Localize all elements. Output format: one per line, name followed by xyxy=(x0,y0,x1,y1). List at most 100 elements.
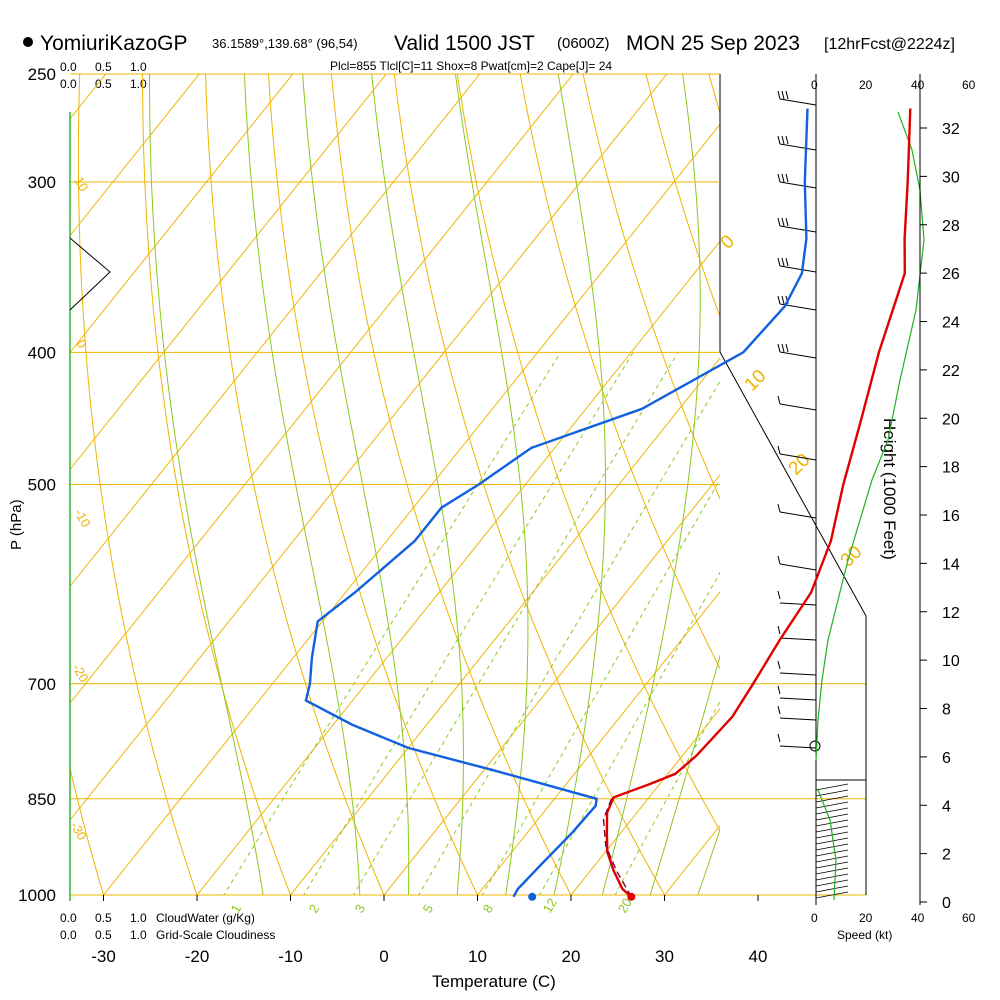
speed-tick-top-1: 20 xyxy=(859,78,873,92)
low-wind-barb xyxy=(815,879,849,887)
mixing-ratio-line-1 xyxy=(223,352,562,895)
valid-time: Valid 1500 JST xyxy=(394,32,535,55)
low-wind-barb xyxy=(815,891,849,899)
wind-barb-10 xyxy=(779,563,817,571)
mixing-ratio-label-12: 12 xyxy=(540,895,560,915)
isotherm-50 xyxy=(852,74,1000,895)
p-tick-label-500: 500 xyxy=(28,476,56,495)
height-tick-label-4: 4 xyxy=(942,798,951,815)
isotherm--90 xyxy=(70,74,200,237)
low-wind-barb xyxy=(815,813,849,821)
height-tick-label-30: 30 xyxy=(942,169,960,186)
height-tick-label-12: 12 xyxy=(942,605,960,622)
dewpoint-profile xyxy=(304,108,809,898)
wind-barb-feather-1-0 xyxy=(777,135,781,145)
wind-barb-feather-12-0 xyxy=(777,625,781,635)
height-tick-label-6: 6 xyxy=(942,750,951,767)
station-marker-icon xyxy=(23,37,33,47)
wind-barb-feather-16-0 xyxy=(777,733,781,743)
low-wind-barb xyxy=(815,867,849,875)
mixing-ratio-label-20: 20 xyxy=(615,895,635,915)
cloudwater-tick-top-1: 0.5 xyxy=(95,60,112,74)
dry-adiabat-30 xyxy=(393,74,666,895)
height-tick-label-24: 24 xyxy=(942,315,960,332)
dry-adiabat-label--30: -30 xyxy=(67,819,89,843)
low-wind-barb xyxy=(815,861,849,869)
speed-axis-label: Speed (kt) xyxy=(837,928,892,942)
height-tick-label-14: 14 xyxy=(942,556,960,573)
wind-barb-feather-4-2 xyxy=(785,257,789,267)
speed-tick-bottom-1: 20 xyxy=(859,911,873,925)
height-tick-label-22: 22 xyxy=(942,363,960,380)
wind-region-boundary xyxy=(719,351,867,895)
low-wind-barb xyxy=(815,855,849,863)
mixing-ratio-line-20 xyxy=(614,700,720,895)
dry-adiabat-100 xyxy=(827,50,1000,924)
low-wind-barb xyxy=(815,873,849,881)
temperature-profile xyxy=(605,108,912,898)
moist-adiabat-30 xyxy=(649,654,720,895)
cloudiness-title: Grid-Scale Cloudiness xyxy=(156,928,275,942)
wind-barb-14 xyxy=(779,697,817,701)
mixing-ratio-line-8 xyxy=(481,478,720,895)
cloudiness-tick-top-1: 0.5 xyxy=(95,77,112,91)
wind-barb-8 xyxy=(779,453,817,461)
low-wind-barb xyxy=(815,843,849,851)
moist-adiabat-10 xyxy=(371,74,464,895)
dry-adiabat-50 xyxy=(519,74,720,670)
low-wind-barb xyxy=(815,825,849,833)
height-tick-label-26: 26 xyxy=(942,266,960,283)
isotherm--110 xyxy=(0,74,12,895)
wind-barb-feather-1-1 xyxy=(781,135,785,145)
dry-adiabat--30 xyxy=(70,765,105,895)
x-tick-label-20: 20 xyxy=(562,947,581,966)
dry-adiabat-20 xyxy=(330,74,572,895)
low-wind-barb xyxy=(815,795,849,803)
wind-barb-feather-9-0 xyxy=(777,503,781,513)
low-wind-barb xyxy=(815,807,849,815)
speed-tick-bottom-0: 0 xyxy=(811,911,818,925)
wind-barb-feather-4-1 xyxy=(781,257,785,267)
parcel-path xyxy=(602,798,632,898)
isotherm-10 xyxy=(477,591,720,895)
dry-adiabat-label-0: 0 xyxy=(73,337,90,351)
mixing-ratio-label-3: 3 xyxy=(352,902,369,916)
p-tick-label-700: 700 xyxy=(28,675,56,694)
cloudwater-tick-bottom-0: 0.0 xyxy=(60,911,77,925)
cloudwater-title: CloudWater (g/Kg) xyxy=(156,911,255,925)
surface-dewpoint-marker xyxy=(528,892,537,901)
height-tick-label-8: 8 xyxy=(942,702,951,719)
wind-barb-feather-10-0 xyxy=(777,555,781,565)
wind-barb-feather-0-1 xyxy=(781,90,785,100)
plot-area xyxy=(0,50,1000,924)
y-axis-title: P (hPa) xyxy=(8,499,25,550)
wind-barb-feather-3-2 xyxy=(785,217,789,227)
x-tick-label-0: 0 xyxy=(379,947,388,966)
cloudwater-tick-bottom-1: 0.5 xyxy=(95,911,112,925)
low-wind-barb xyxy=(815,885,849,893)
height-tick-label-32: 32 xyxy=(942,121,960,138)
dry-adiabat--20 xyxy=(77,74,198,895)
height-axis-title: Height (1000 Feet) xyxy=(880,418,899,560)
x-axis-title: Temperature (C) xyxy=(432,972,556,991)
valid-zulu: (0600Z) xyxy=(557,35,610,52)
wind-barb-feather-8-0 xyxy=(777,445,781,455)
wind-barb-feather-2-2 xyxy=(785,173,789,183)
cloudiness-tick-bottom-1: 0.5 xyxy=(95,928,112,942)
station-name: YomiuriKazoGP xyxy=(40,32,187,55)
moist-adiabat-35 xyxy=(697,828,720,895)
isotherm--80 xyxy=(70,74,294,354)
speed-tick-top-0: 0 xyxy=(811,78,818,92)
cloudwater-tick-top-2: 1.0 xyxy=(130,60,147,74)
wind-barb-4 xyxy=(779,265,817,273)
dry-adiabat-70 xyxy=(645,74,720,319)
height-tick-label-0: 0 xyxy=(942,895,951,912)
dry-adiabat--40 xyxy=(0,50,18,924)
wind-barb-feather-1-2 xyxy=(785,135,789,145)
cloudiness-tick-top-0: 0.0 xyxy=(60,77,77,91)
dry-adiabat-40 xyxy=(456,74,720,832)
x-tick-label-30: 30 xyxy=(655,947,674,966)
speed-tick-bottom-3: 60 xyxy=(962,911,976,925)
wind-barb-feather-15-0 xyxy=(777,705,781,715)
wind-speed-profile xyxy=(815,111,925,761)
